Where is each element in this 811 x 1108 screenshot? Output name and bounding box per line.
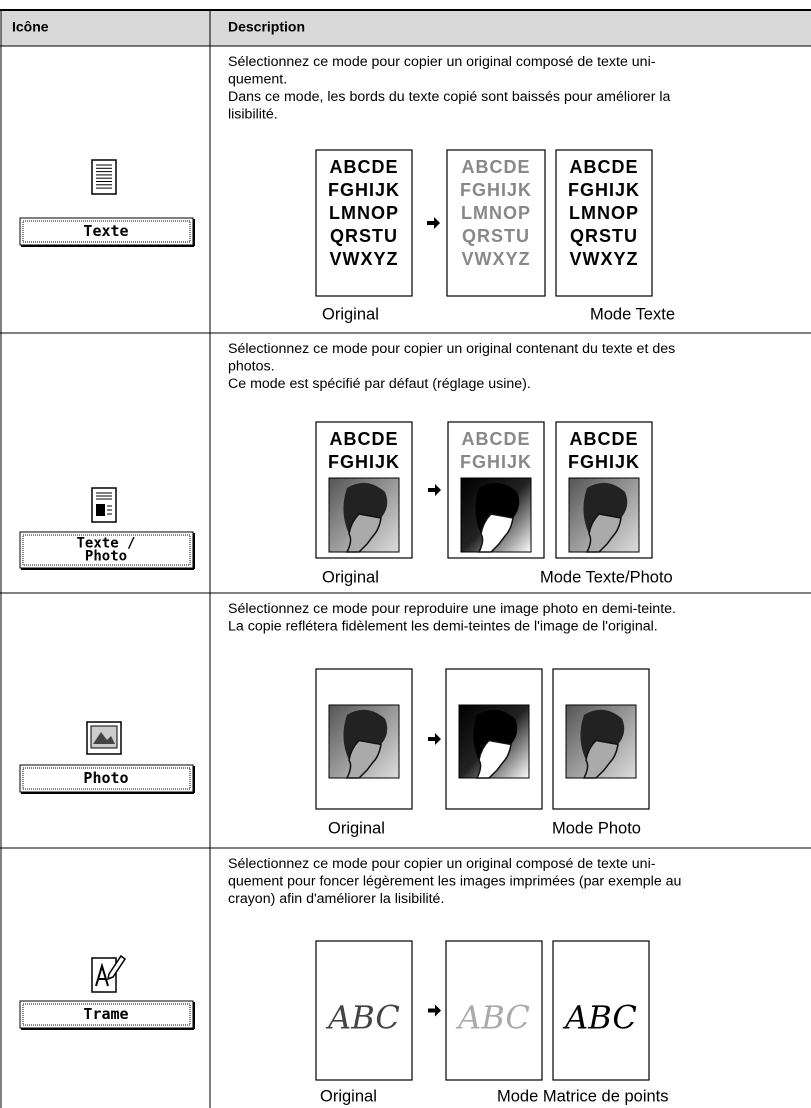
sample-page [315, 940, 413, 1081]
sample-text: LMNOP [461, 203, 531, 223]
photo [460, 477, 532, 553]
sample-text: VWXYZ [461, 249, 530, 269]
description-line: Sélectionnez ce mode pour reproduire une… [228, 601, 676, 617]
photo-face [345, 739, 382, 779]
description-line: La copie reflétera fidèlement les demi-t… [228, 618, 658, 634]
photo [565, 704, 637, 779]
description-line: lisibilité. [228, 106, 278, 122]
caption: Original [320, 1087, 377, 1105]
sample-text: VWXYZ [569, 249, 638, 269]
photo-face [585, 513, 622, 553]
sample-text: FGHIJK [460, 180, 532, 200]
caption: Mode Photo [552, 819, 641, 837]
button-label: Texte [83, 222, 128, 240]
sample-text: ABCDE [461, 157, 530, 177]
header-bg [1, 10, 811, 46]
caption: Original [328, 819, 385, 837]
photo-hair [473, 709, 518, 761]
description-line: photos. [228, 358, 275, 374]
icon-pencil [106, 954, 127, 981]
mode-icon [91, 954, 127, 993]
description-line: Sélectionnez ce mode pour copier un orig… [228, 54, 656, 70]
icon-letter [95, 962, 109, 987]
photo-hair [343, 709, 388, 761]
arrow [428, 733, 441, 745]
caption: Mode Texte/Photo [540, 568, 673, 586]
sample-text: VWXYZ [329, 249, 398, 269]
button-label: Trame [83, 1005, 128, 1023]
sample-page [552, 940, 650, 1081]
caption: Mode Texte [590, 305, 675, 323]
arrow [428, 484, 441, 496]
sample-text: ABCDE [461, 429, 530, 449]
photo [568, 477, 640, 553]
mode-icon [91, 487, 117, 523]
photo-face [475, 739, 512, 779]
description-line: quement pour foncer légèrement les image… [228, 873, 681, 889]
sample-text: QRSTU [330, 226, 398, 246]
sample-text: ABC [562, 999, 637, 1037]
photo-hair [580, 709, 625, 761]
sample-text: LMNOP [329, 203, 399, 223]
description-line: crayon) afin d'améliorer la lisibilité. [228, 891, 444, 907]
header-cell: Icône [12, 19, 49, 35]
photo [328, 477, 400, 553]
photo-face [582, 739, 619, 779]
sample-text: FGHIJK [568, 180, 640, 200]
sample-text: ABC [325, 999, 400, 1037]
caption: Original [322, 568, 379, 586]
description-line: Sélectionnez ce mode pour copier un orig… [228, 341, 675, 357]
description-line: Dans ce mode, les bords du texte copié s… [228, 89, 671, 105]
arrow [428, 1004, 441, 1017]
sample-text: FGHIJK [568, 452, 640, 472]
sample-text: LMNOP [569, 203, 639, 223]
arrow [427, 217, 440, 229]
photo-face [477, 513, 514, 553]
photo-hair [475, 482, 520, 534]
sample-text: FGHIJK [460, 452, 532, 472]
mode-button [19, 217, 194, 246]
icon-scene [93, 732, 115, 744]
button-inner [22, 534, 191, 566]
sample-text: ABC [455, 999, 530, 1037]
description-line: quement. [228, 71, 287, 87]
mode-button [19, 764, 194, 793]
sample-text: ABCDE [329, 429, 398, 449]
sample-text: FGHIJK [328, 452, 400, 472]
caption: Mode Matrice de points [497, 1087, 669, 1105]
icon-pic [96, 504, 105, 516]
sample-text: FGHIJK [328, 180, 400, 200]
sample-page [315, 149, 413, 297]
button-label: Texte / [76, 536, 135, 552]
sample-page [555, 149, 653, 297]
sample-text: ABCDE [569, 157, 638, 177]
mode-icon [86, 721, 122, 755]
photo [458, 704, 530, 779]
sample-page [445, 940, 543, 1081]
description-line: Sélectionnez ce mode pour copier un orig… [228, 856, 656, 872]
sample-text: ABCDE [329, 157, 398, 177]
sample-page [446, 149, 546, 297]
photo [328, 704, 400, 779]
sample-text: ABCDE [569, 429, 638, 449]
button-label: Photo [83, 769, 128, 787]
button-label: Photo [85, 549, 127, 565]
photo-face [345, 513, 382, 553]
mode-icon [91, 159, 117, 195]
photo-hair [583, 482, 628, 534]
caption: Original [322, 305, 379, 323]
photo-hair [343, 482, 388, 534]
sample-text: QRSTU [570, 226, 638, 246]
header-cell: Description [228, 19, 305, 35]
sample-text: QRSTU [462, 226, 530, 246]
description-line: Ce mode est spécifié par défaut (réglage… [228, 376, 531, 392]
